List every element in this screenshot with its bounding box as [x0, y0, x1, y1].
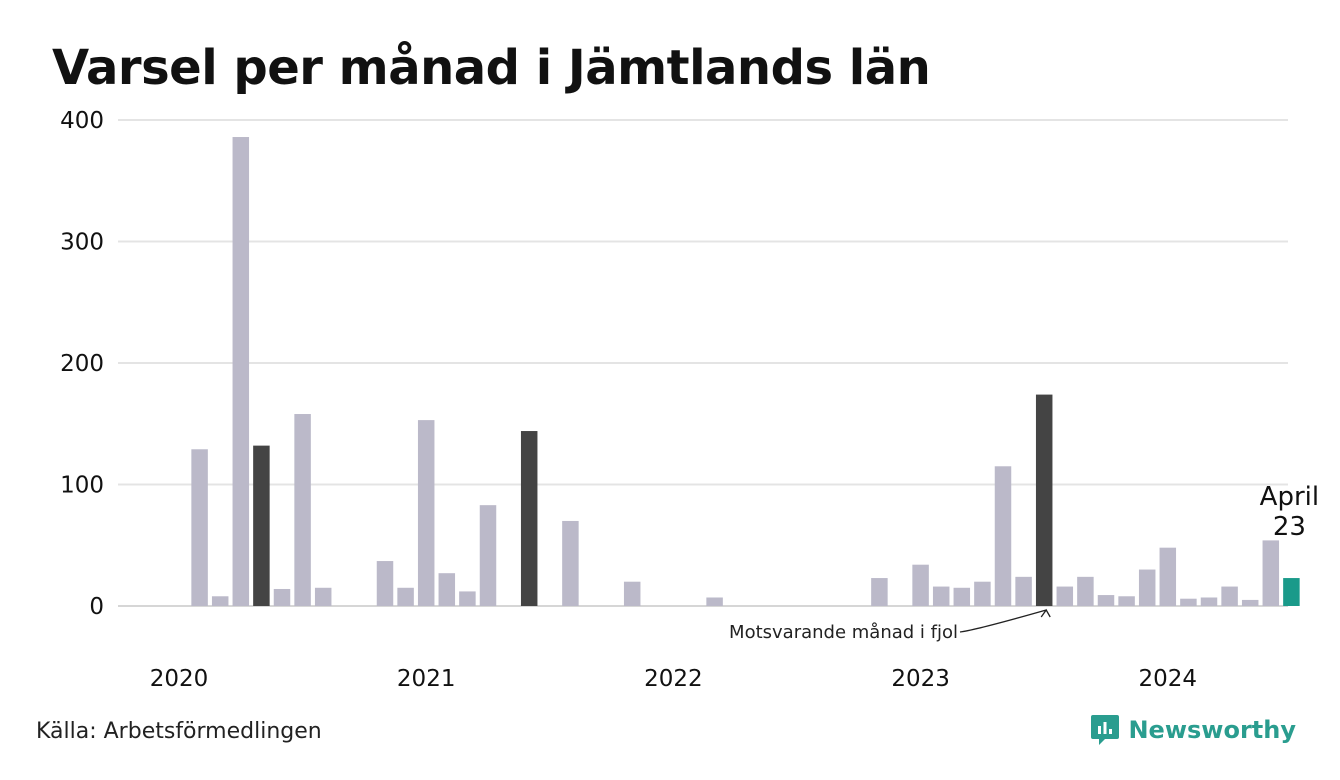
bar-54 — [1283, 578, 1300, 606]
brand-name: Newsworthy — [1128, 716, 1296, 744]
bar-38 — [953, 587, 971, 606]
bar-5 — [273, 588, 291, 606]
brand-logo: Newsworthy — [1090, 713, 1296, 747]
newsworthy-logo-icon — [1091, 715, 1120, 745]
bar-34 — [871, 578, 888, 606]
x-tick-label-2022: 2022 — [644, 666, 703, 692]
bar-39 — [974, 581, 991, 606]
bar-22 — [623, 581, 641, 606]
bar-45 — [1097, 595, 1115, 606]
bar-11 — [397, 587, 414, 606]
x-axis-ticks: 2020 2021 2022 2023 2024 — [150, 666, 1197, 692]
bar-1 — [191, 449, 208, 606]
bars — [191, 137, 1300, 606]
bar-6 — [294, 414, 311, 606]
bar-53 — [1262, 540, 1280, 606]
current-month-label: April — [1260, 482, 1319, 512]
bar-43 — [1056, 586, 1074, 606]
current-value-label: 23 — [1273, 512, 1306, 542]
bar-7 — [314, 587, 332, 606]
x-tick-label-2021: 2021 — [397, 666, 456, 692]
bar-41 — [1015, 576, 1032, 606]
bar-42 — [1035, 394, 1053, 606]
grid-lines — [118, 119, 1288, 607]
bar-4 — [253, 445, 270, 606]
bar-44 — [1077, 576, 1094, 606]
bar-14 — [459, 591, 476, 606]
chart-title: Varsel per månad i Jämtlands län — [52, 40, 931, 96]
bar-40 — [994, 466, 1012, 606]
y-tick-label-100: 100 — [60, 473, 104, 499]
bar-3 — [232, 137, 250, 606]
bar-47 — [1138, 569, 1156, 606]
y-tick-label-0: 0 — [89, 594, 104, 620]
bar-19 — [562, 520, 579, 606]
bar-50 — [1200, 597, 1218, 606]
source-note: Källa: Arbetsförmedlingen — [36, 719, 322, 744]
bar-10 — [376, 561, 394, 606]
bar-51 — [1221, 586, 1238, 606]
bar-12 — [417, 420, 435, 606]
y-tick-label-200: 200 — [60, 351, 104, 377]
same-month-arrow — [959, 608, 1051, 633]
y-axis-ticks: 0 100 200 300 400 — [60, 108, 104, 620]
x-tick-label-2024: 2024 — [1139, 666, 1198, 692]
bar-26 — [706, 597, 723, 606]
bar-37 — [932, 586, 950, 606]
annotations: April 23 Motsvarande månad i fjol — [729, 482, 1319, 643]
x-tick-label-2023: 2023 — [891, 666, 950, 692]
bar-49 — [1180, 598, 1197, 606]
y-tick-label-300: 300 — [60, 230, 104, 256]
bar-2 — [211, 596, 229, 606]
bar-46 — [1118, 596, 1135, 606]
x-tick-label-2020: 2020 — [150, 666, 209, 692]
bar-17 — [520, 431, 538, 606]
bar-13 — [438, 573, 456, 606]
y-tick-label-400: 400 — [60, 108, 104, 134]
bar-48 — [1159, 547, 1177, 606]
bar-52 — [1241, 599, 1259, 606]
bar-15 — [479, 505, 497, 606]
bar-36 — [912, 564, 929, 606]
same-month-label: Motsvarande månad i fjol — [729, 622, 958, 643]
